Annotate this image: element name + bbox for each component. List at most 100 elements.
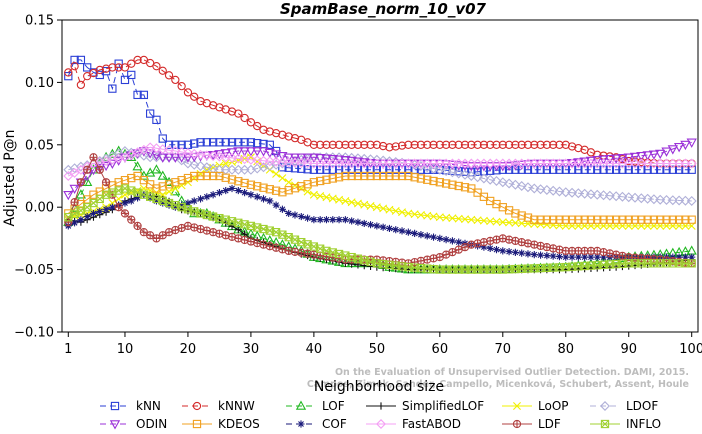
data-point-ldf xyxy=(253,238,262,248)
data-point-knnw xyxy=(435,140,444,149)
data-point-odin xyxy=(497,162,508,172)
data-point-ldf xyxy=(89,153,98,162)
data-point-knnw xyxy=(328,140,337,149)
legend-swatch-marker xyxy=(513,402,521,410)
data-point-knnw xyxy=(467,140,476,149)
data-point-kdeos xyxy=(643,215,652,224)
data-point-fastabod xyxy=(283,157,294,168)
data-point-odin xyxy=(176,153,187,163)
data-point-knn xyxy=(309,165,319,174)
data-point-knn xyxy=(164,140,174,149)
data-point-odin xyxy=(680,140,691,151)
series-knn xyxy=(64,55,696,177)
data-point-loop xyxy=(467,215,476,224)
legend-item-ldof: LDOF xyxy=(590,399,658,413)
data-point-knn xyxy=(611,165,621,174)
data-point-cof xyxy=(499,247,507,255)
data-point-cof xyxy=(360,219,368,228)
data-point-cof xyxy=(241,189,249,197)
data-point-kdeos xyxy=(152,184,161,193)
data-point-ldof xyxy=(182,158,193,169)
data-point-kdeos xyxy=(549,215,558,224)
data-point-kdeos xyxy=(662,215,671,224)
data-point-kdeos xyxy=(208,171,218,181)
data-point-ldf xyxy=(196,224,205,234)
data-point-kdeos xyxy=(460,183,470,192)
data-point-knnw xyxy=(504,140,514,149)
data-point-knn xyxy=(681,165,690,174)
data-point-knn xyxy=(662,165,671,174)
data-point-lof xyxy=(82,176,93,186)
legend-item-lof: LOF xyxy=(286,399,345,413)
data-point-fastabod xyxy=(245,154,256,165)
data-point-odin xyxy=(239,147,250,157)
data-point-knn xyxy=(234,138,243,147)
data-point-knnw xyxy=(271,129,281,138)
data-point-loop xyxy=(360,200,369,209)
data-point-fastabod xyxy=(164,145,175,156)
data-point-knnw xyxy=(530,140,539,149)
data-point-knn xyxy=(303,165,312,174)
data-point-knn xyxy=(561,165,570,174)
data-point-knn xyxy=(202,138,211,147)
data-point-ldof xyxy=(592,189,603,200)
data-point-kdeos xyxy=(397,171,407,181)
y-tick-label: −0.05 xyxy=(14,263,54,278)
data-point-knn xyxy=(523,165,533,174)
data-point-ldof xyxy=(516,181,527,191)
data-point-ldof xyxy=(176,155,187,166)
data-point-odin xyxy=(661,147,672,157)
data-point-knnw xyxy=(423,140,432,149)
data-point-loop xyxy=(473,216,482,225)
data-point-cof xyxy=(291,211,299,219)
data-point-kdeos xyxy=(221,173,230,182)
data-point-odin xyxy=(623,153,634,163)
legend-item-simplifiedlof: SimplifiedLOF xyxy=(366,399,484,413)
data-point-kdeos xyxy=(309,178,319,187)
data-point-knn xyxy=(316,165,325,174)
data-point-kdeos xyxy=(454,181,463,191)
data-point-kdeos xyxy=(360,171,369,181)
data-point-knnw xyxy=(492,140,501,149)
data-point-kdeos xyxy=(618,215,627,224)
data-point-fastabod xyxy=(233,153,244,164)
series-line-loop xyxy=(68,156,692,227)
data-point-cof xyxy=(278,205,286,213)
x-tick-label: 70 xyxy=(495,342,512,357)
data-point-lof xyxy=(75,189,87,199)
data-point-ldf xyxy=(227,232,237,241)
data-point-ldof xyxy=(441,166,452,176)
data-point-kdeos xyxy=(611,215,621,224)
data-point-kdeos xyxy=(378,171,388,181)
data-point-cof xyxy=(184,199,192,207)
legend-label-odin: ODIN xyxy=(136,417,167,431)
data-point-loop xyxy=(372,203,381,212)
data-point-odin xyxy=(258,147,269,157)
data-point-kdeos xyxy=(649,215,659,224)
data-point-cof xyxy=(681,253,690,261)
data-point-odin xyxy=(245,147,257,157)
data-point-cof xyxy=(77,216,85,224)
data-point-ldof xyxy=(529,183,540,194)
data-point-loop xyxy=(379,204,388,213)
data-point-loop xyxy=(442,213,451,222)
data-point-fastabod xyxy=(227,152,237,163)
data-point-ldf xyxy=(183,221,193,231)
data-point-kdeos xyxy=(668,215,677,224)
data-point-lof xyxy=(88,164,99,174)
legend-label-simplifiedlof: SimplifiedLOF xyxy=(402,399,484,413)
legend-item-inflo: INFLO xyxy=(590,417,661,431)
data-point-loop xyxy=(448,214,457,223)
data-point-fastabod xyxy=(208,151,219,162)
x-tick-label: 30 xyxy=(243,342,260,357)
data-point-loop xyxy=(322,193,331,202)
legend-swatch-marker xyxy=(192,419,202,429)
legend-swatch-marker xyxy=(295,400,307,410)
data-point-ldf xyxy=(76,178,86,187)
data-point-kdeos xyxy=(158,182,167,191)
data-point-knn xyxy=(624,165,633,174)
data-point-knn xyxy=(555,165,564,174)
data-point-cof xyxy=(297,212,305,221)
data-point-odin xyxy=(63,190,74,201)
data-point-odin xyxy=(686,138,697,148)
